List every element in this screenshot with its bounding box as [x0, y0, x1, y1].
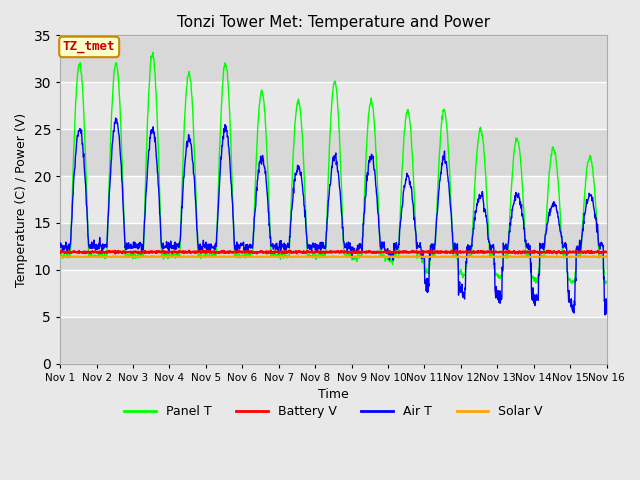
- Bar: [60, 82, 607, 129]
- Legend: Panel T, Battery V, Air T, Solar V: Panel T, Battery V, Air T, Solar V: [120, 400, 547, 423]
- Bar: [60, 176, 607, 223]
- Text: TZ_tmet: TZ_tmet: [63, 40, 115, 53]
- Y-axis label: Temperature (C) / Power (V): Temperature (C) / Power (V): [15, 112, 28, 287]
- Bar: [60, 223, 607, 270]
- Title: Tonzi Tower Met: Temperature and Power: Tonzi Tower Met: Temperature and Power: [177, 15, 490, 30]
- Bar: [60, 317, 607, 364]
- Bar: [60, 129, 607, 176]
- Bar: [60, 36, 607, 82]
- Bar: [60, 270, 607, 317]
- X-axis label: Time: Time: [318, 388, 349, 401]
